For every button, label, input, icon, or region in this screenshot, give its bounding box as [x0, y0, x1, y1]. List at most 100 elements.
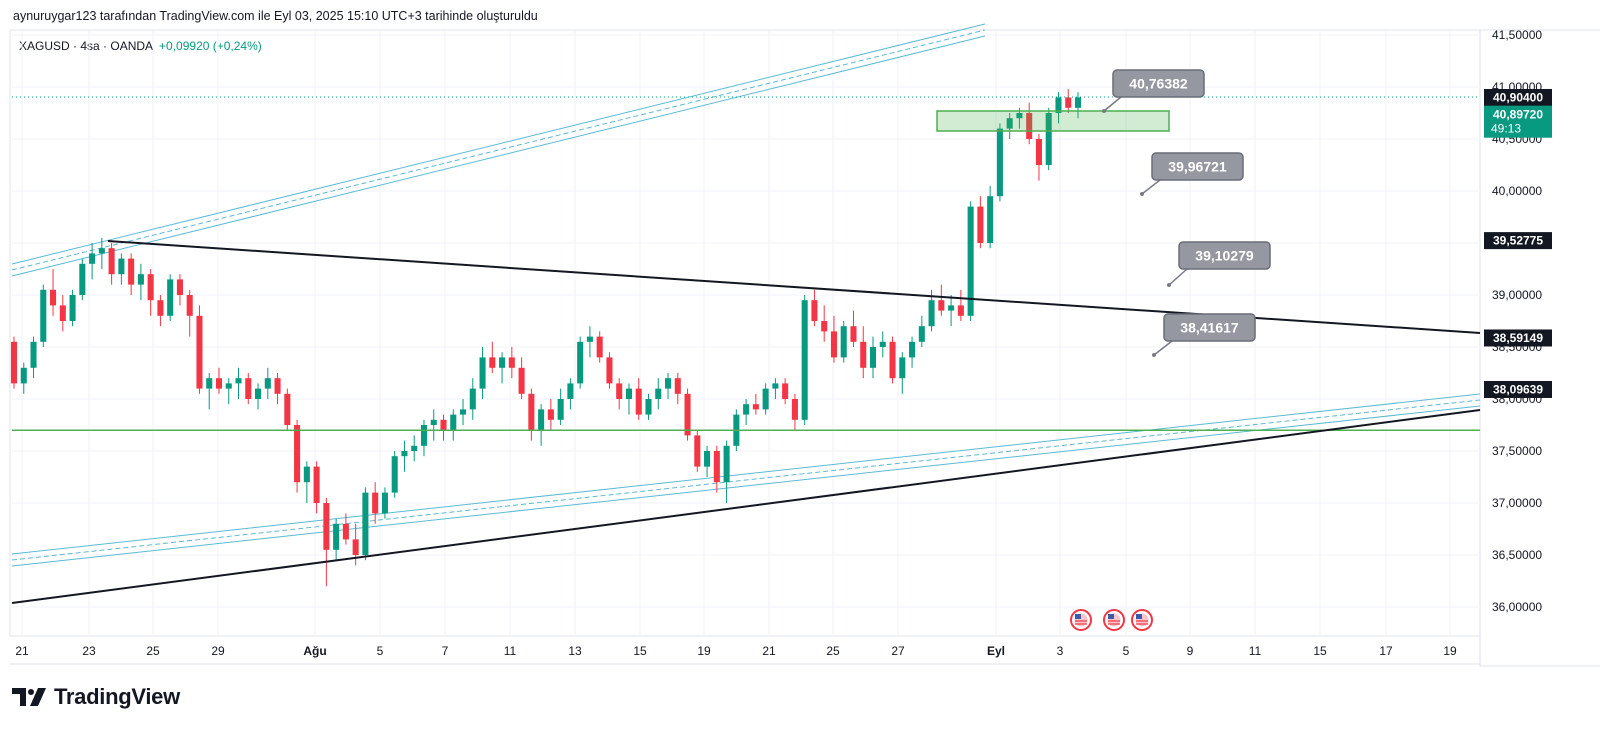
candle[interactable]: [157, 295, 164, 327]
candle[interactable]: [801, 295, 808, 425]
price-badge[interactable]: 40,90400: [1484, 88, 1552, 106]
candle[interactable]: [674, 373, 681, 405]
candle[interactable]: [372, 482, 379, 524]
candle[interactable]: [1055, 92, 1062, 124]
candle[interactable]: [957, 289, 964, 321]
candle[interactable]: [948, 295, 955, 327]
candle[interactable]: [40, 284, 47, 347]
candle[interactable]: [420, 419, 428, 457]
candle[interactable]: [303, 461, 310, 503]
price-chart[interactable]: 40,76382 39,96721 39,10279 38,41617 41,5000…: [0, 0, 1600, 727]
candle[interactable]: [791, 393, 798, 431]
candle[interactable]: [889, 336, 896, 384]
candle[interactable]: [69, 289, 76, 327]
candle[interactable]: [625, 383, 632, 415]
candle[interactable]: [206, 373, 213, 410]
candle[interactable]: [557, 388, 564, 425]
candle[interactable]: [401, 440, 408, 472]
candle[interactable]: [225, 378, 232, 405]
channel-upper[interactable]: [11, 23, 986, 277]
candle[interactable]: [538, 404, 545, 446]
candle[interactable]: [499, 352, 506, 384]
candle[interactable]: [391, 451, 398, 498]
candle[interactable]: [869, 336, 877, 379]
economic-event-icon[interactable]: [1070, 609, 1092, 631]
candle[interactable]: [616, 378, 623, 410]
candle[interactable]: [479, 347, 486, 399]
candle[interactable]: [684, 388, 691, 441]
candle[interactable]: [547, 399, 554, 431]
candle[interactable]: [430, 409, 437, 441]
candle[interactable]: [411, 435, 418, 462]
candle[interactable]: [840, 321, 847, 363]
candle[interactable]: [528, 388, 535, 441]
candle[interactable]: [782, 378, 789, 405]
candle[interactable]: [664, 373, 672, 399]
candle[interactable]: [1065, 89, 1072, 113]
candle[interactable]: [635, 378, 642, 420]
candle[interactable]: [567, 378, 574, 410]
candle[interactable]: [30, 336, 37, 379]
candle[interactable]: [313, 461, 320, 514]
channel-lower[interactable]: [11, 393, 1481, 567]
candle[interactable]: [723, 440, 730, 503]
candle[interactable]: [918, 315, 925, 347]
price-callout[interactable]: 39,10279: [1167, 241, 1271, 287]
candle[interactable]: [811, 289, 818, 327]
candle[interactable]: [1035, 133, 1042, 181]
candle[interactable]: [20, 362, 27, 394]
candle[interactable]: [352, 523, 359, 566]
candle[interactable]: [655, 378, 662, 410]
candle[interactable]: [987, 185, 994, 249]
candle[interactable]: [899, 352, 906, 394]
candle[interactable]: [323, 497, 330, 587]
candle[interactable]: [508, 347, 515, 379]
price-callout[interactable]: 40,76382: [1102, 69, 1205, 113]
price-badge[interactable]: 38,59149: [1484, 329, 1552, 347]
economic-event-icon[interactable]: [1103, 609, 1125, 631]
candle[interactable]: [645, 393, 652, 420]
candle[interactable]: [879, 331, 886, 358]
candle[interactable]: [264, 367, 271, 399]
price-badge[interactable]: 38,09639: [1484, 380, 1552, 398]
candle[interactable]: [440, 414, 447, 441]
candle[interactable]: [274, 373, 281, 405]
candle[interactable]: [79, 258, 86, 301]
candle[interactable]: [10, 336, 18, 389]
candle[interactable]: [255, 383, 262, 410]
candle[interactable]: [137, 263, 144, 301]
candle[interactable]: [752, 393, 759, 415]
candle[interactable]: [1074, 92, 1082, 119]
candle[interactable]: [967, 201, 974, 321]
candle[interactable]: [215, 367, 223, 394]
ascending-trendline[interactable]: [11, 409, 1481, 604]
candle[interactable]: [938, 284, 945, 316]
price-callout[interactable]: 39,96721: [1140, 152, 1244, 196]
candle[interactable]: [762, 383, 769, 415]
candle[interactable]: [518, 357, 525, 399]
candle[interactable]: [186, 289, 193, 337]
candle[interactable]: [59, 295, 66, 332]
candle[interactable]: [381, 487, 388, 519]
candle[interactable]: [333, 518, 340, 561]
candle[interactable]: [850, 310, 857, 347]
candle[interactable]: [118, 253, 125, 285]
resistance-zone-box[interactable]: [936, 110, 1170, 132]
candle[interactable]: [147, 269, 154, 316]
price-callout[interactable]: 38,41617: [1152, 313, 1256, 357]
candle[interactable]: [128, 253, 135, 295]
candle[interactable]: [704, 445, 711, 477]
candle[interactable]: [1045, 107, 1052, 171]
candle[interactable]: [606, 352, 613, 389]
candle[interactable]: [284, 388, 291, 431]
candle[interactable]: [772, 378, 779, 399]
candle[interactable]: [235, 367, 242, 399]
candle[interactable]: [596, 331, 603, 363]
candle[interactable]: [98, 237, 105, 269]
candle[interactable]: [450, 409, 457, 441]
candle[interactable]: [89, 243, 96, 280]
symbol-info[interactable]: XAGUSD · 4sa · OANDA: [19, 39, 154, 53]
candle[interactable]: [586, 326, 593, 358]
candle[interactable]: [245, 373, 252, 405]
